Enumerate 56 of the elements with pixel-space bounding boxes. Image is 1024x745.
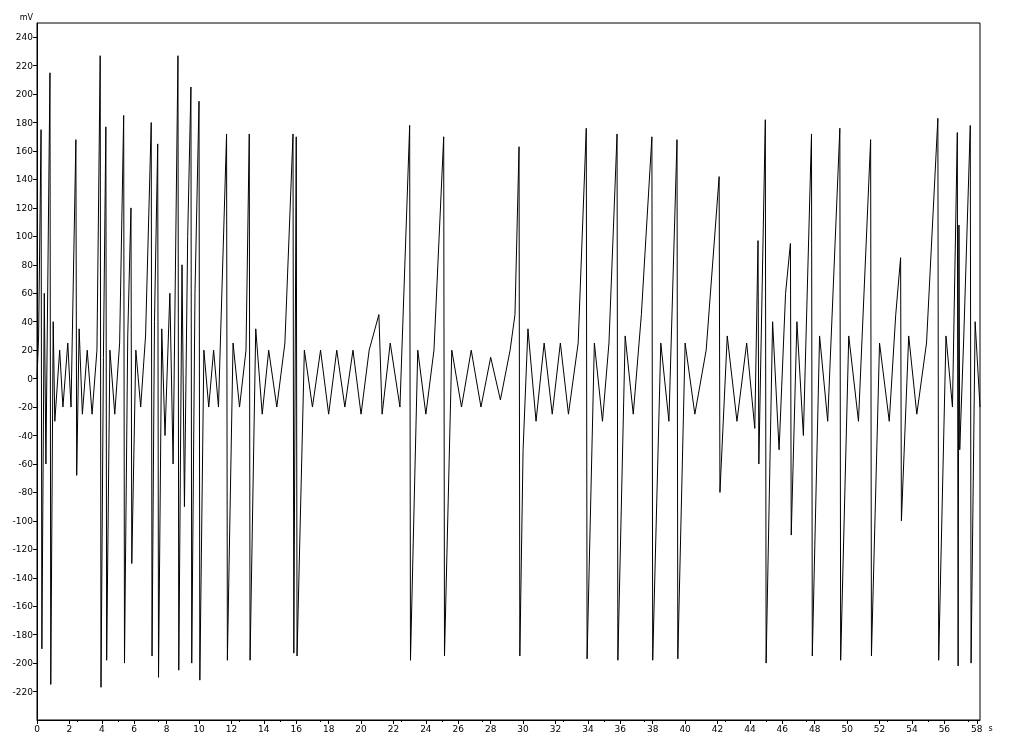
x-tick-label: 28: [484, 723, 497, 734]
y-tick-label: 100: [15, 231, 34, 242]
y-tick-label: -40: [18, 430, 34, 441]
y-tick-label: 160: [15, 146, 34, 157]
y-tick-label: 0: [27, 373, 34, 384]
y-tick-label: -140: [12, 572, 34, 583]
y-axis-title: mV: [19, 12, 34, 22]
x-tick-label: 16: [290, 723, 303, 734]
x-tick-label: 36: [614, 723, 627, 734]
y-tick-label: -160: [12, 601, 34, 612]
x-tick-label: 38: [646, 723, 659, 734]
x-tick-label: 12: [225, 723, 238, 734]
x-axis-title: s: [988, 723, 993, 733]
y-tick-label: -180: [12, 629, 34, 640]
x-tick-label: 54: [906, 723, 918, 734]
x-tick-label: 18: [322, 723, 335, 734]
y-tick-label: 20: [21, 345, 34, 356]
x-tick-label: 22: [387, 723, 400, 734]
y-tick-label: 140: [15, 174, 34, 185]
y-tick-label: -80: [18, 487, 34, 498]
y-tick-label: -220: [12, 686, 34, 697]
y-tick-label: 60: [21, 288, 34, 299]
x-tick-label: 58: [971, 723, 983, 734]
y-tick-label: -60: [18, 458, 34, 469]
x-tick-label: 0: [34, 723, 41, 734]
x-tick-label: 8: [163, 723, 170, 734]
x-tick-label: 46: [776, 723, 789, 734]
x-tick-label: 6: [131, 723, 138, 734]
x-tick-label: 26: [452, 723, 465, 734]
x-tick-label: 32: [549, 723, 562, 734]
x-tick-label: 4: [98, 723, 105, 734]
y-tick-label: 240: [15, 32, 34, 43]
x-tick-label: 40: [679, 723, 692, 734]
x-tick-label: 52: [873, 723, 886, 734]
x-tick-label: 14: [258, 723, 270, 734]
x-tick-label: 10: [193, 723, 206, 734]
y-tick-label: 180: [15, 117, 34, 128]
x-tick-label: 42: [711, 723, 724, 734]
x-tick-label: 50: [841, 723, 854, 734]
y-tick-label: -100: [12, 515, 34, 526]
y-tick-label: -120: [12, 544, 34, 555]
x-tick-label: 56: [938, 723, 951, 734]
x-tick-label: 2: [66, 723, 73, 734]
x-tick-label: 24: [420, 723, 432, 734]
x-tick-label: 48: [809, 723, 821, 734]
y-tick-label: 80: [21, 259, 34, 270]
x-tick-label: 20: [355, 723, 368, 734]
y-tick-label: 40: [21, 316, 34, 327]
x-tick-label: 30: [517, 723, 530, 734]
y-tick-label: 120: [15, 202, 34, 213]
y-tick-label: -200: [12, 658, 34, 669]
y-tick-label: -20: [18, 402, 34, 413]
x-tick-label: 44: [744, 723, 756, 734]
y-tick-label: 220: [15, 60, 34, 71]
x-tick-label: 34: [582, 723, 594, 734]
y-tick-label: 200: [15, 89, 34, 100]
